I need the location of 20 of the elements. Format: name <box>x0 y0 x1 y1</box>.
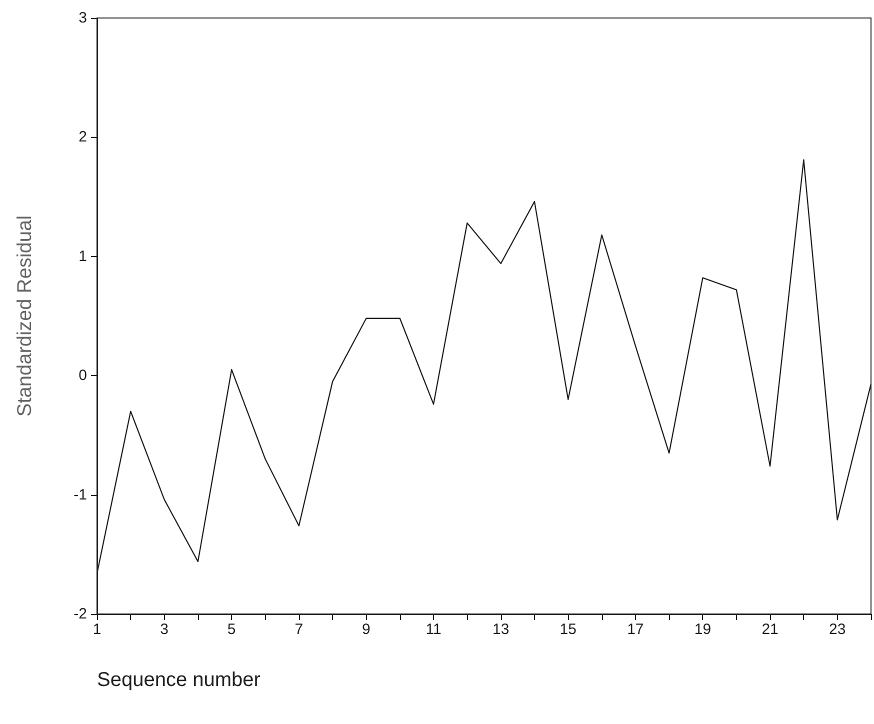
y-axis-title: Standardized Residual <box>14 215 36 417</box>
x-tick-label: 19 <box>694 621 712 638</box>
x-tick-label: 15 <box>560 621 576 638</box>
y-tick-label: 2 <box>78 128 87 146</box>
x-tick-label: 9 <box>362 621 370 638</box>
x-tick-label: 3 <box>160 621 168 638</box>
y-tick-label: 1 <box>78 248 87 265</box>
x-tick-label: 13 <box>492 621 510 638</box>
y-tick-label: -2 <box>74 606 87 622</box>
x-tick-label: 11 <box>426 621 442 638</box>
y-tick-label: 3 <box>78 10 87 26</box>
y-tick-label: 0 <box>78 367 87 384</box>
x-tick-label: 21 <box>762 621 778 638</box>
y-tick-label: -1 <box>74 486 87 504</box>
x-axis-title: Sequence number <box>97 669 261 691</box>
x-tick-label: 23 <box>829 621 846 638</box>
x-tick-label: 5 <box>227 621 236 638</box>
x-tick-label: 7 <box>294 621 304 638</box>
x-tick-label: 1 <box>92 621 102 638</box>
x-tick-label: 17 <box>627 621 644 638</box>
